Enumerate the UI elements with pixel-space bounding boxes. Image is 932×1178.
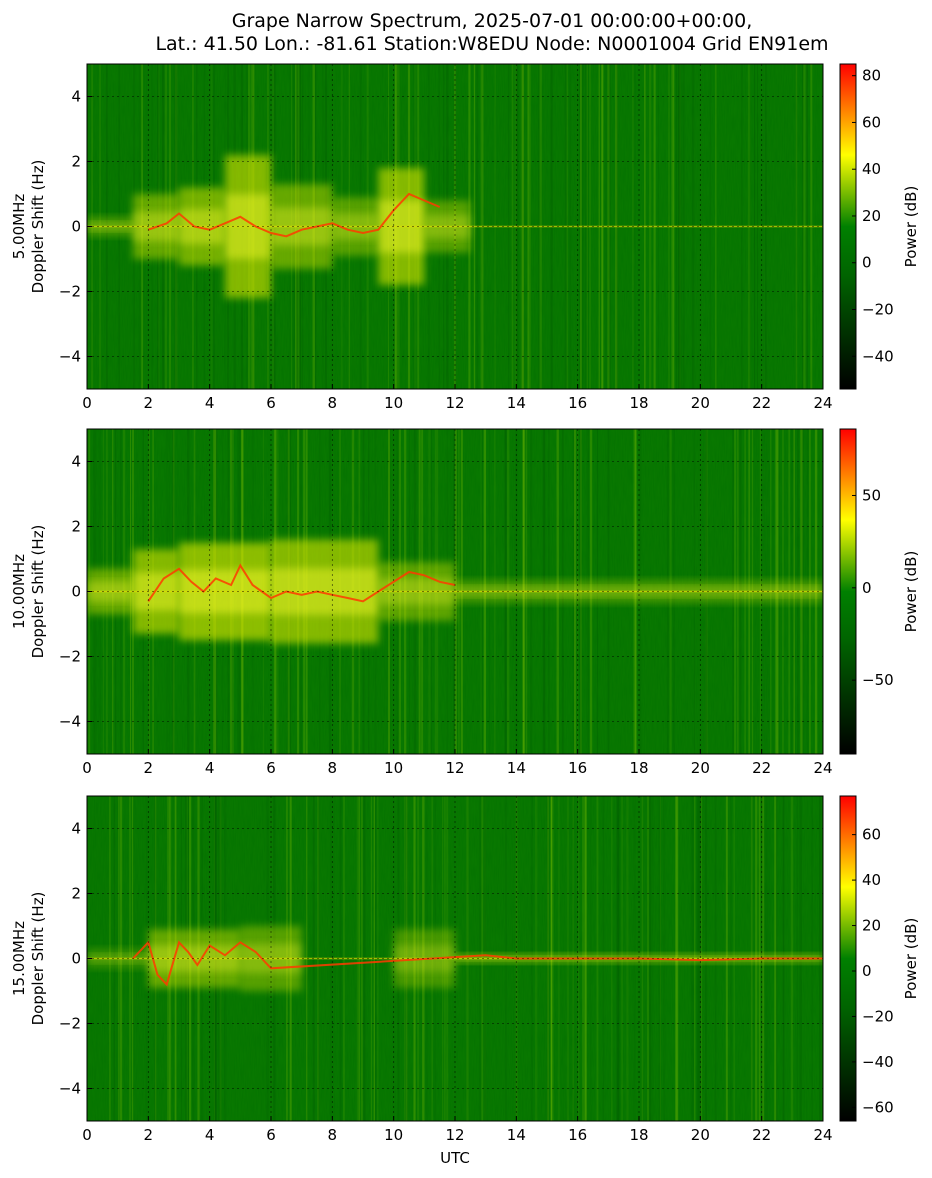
colorbar-label: Power (dB)	[902, 918, 920, 1000]
y-axis-label: Doppler Shift (Hz)	[29, 525, 47, 659]
colorbar-tick-label: 40	[862, 160, 881, 178]
x-tick-label: 0	[82, 759, 92, 777]
x-tick-label: 22	[752, 759, 771, 777]
y-tick-label: −4	[59, 1080, 81, 1098]
colorbar	[839, 795, 857, 1122]
x-tick-label: 10	[384, 394, 403, 412]
x-tick-label: 0	[82, 1126, 92, 1144]
x-tick-label: 4	[205, 759, 215, 777]
y-tick-label: −4	[59, 713, 81, 731]
x-tick-label: 20	[691, 1126, 710, 1144]
colorbar-tick-label: 0	[862, 579, 872, 597]
y-tick-label: 0	[71, 218, 81, 236]
x-tick-label: 16	[568, 1126, 587, 1144]
colorbar-tick-label: 80	[862, 67, 881, 85]
x-tick-label: 2	[144, 759, 154, 777]
colorbar-tick-label: 20	[862, 207, 881, 225]
colorbar-tick-label: 0	[862, 254, 872, 272]
doppler-trace	[147, 192, 441, 238]
x-tick-label: 14	[507, 394, 526, 412]
y-tick-label: 0	[71, 583, 81, 601]
colorbar-tick-label: 60	[862, 826, 881, 844]
x-axis-label: UTC	[440, 1149, 470, 1167]
colorbar-tick-label: −50	[862, 671, 894, 689]
y-tick-label: −2	[59, 283, 81, 301]
x-tick-label: 24	[813, 1126, 832, 1144]
y-tick-label: 4	[71, 453, 81, 471]
x-tick-label: 12	[445, 1126, 464, 1144]
x-tick-label: 2	[144, 394, 154, 412]
x-tick-label: 20	[691, 394, 710, 412]
colorbar-tick-label: −20	[862, 1007, 894, 1025]
colorbar	[839, 428, 857, 755]
colorbar	[839, 63, 857, 390]
x-tick-label: 2	[144, 1126, 154, 1144]
x-tick-label: 12	[445, 759, 464, 777]
colorbar-label: Power (dB)	[902, 551, 920, 633]
colorbar-tick-label: 40	[862, 871, 881, 889]
figure-title-line-1: Grape Narrow Spectrum, 2025-07-01 00:00:…	[232, 10, 753, 32]
x-tick-label: 14	[507, 1126, 526, 1144]
x-tick-label: 22	[752, 1126, 771, 1144]
y-tick-label: −4	[59, 348, 81, 366]
x-tick-label: 18	[629, 759, 648, 777]
x-tick-label: 22	[752, 394, 771, 412]
doppler-trace	[147, 563, 456, 603]
colorbar-tick-label: 20	[862, 917, 881, 935]
y-tick-label: 2	[71, 153, 81, 171]
y-tick-label: 0	[71, 950, 81, 968]
y-axis-label: 5.00MHz	[10, 194, 28, 260]
x-tick-label: 6	[266, 759, 276, 777]
x-tick-label: 6	[266, 1126, 276, 1144]
x-tick-label: 14	[507, 759, 526, 777]
x-tick-label: 20	[691, 759, 710, 777]
y-tick-label: 2	[71, 518, 81, 536]
y-tick-label: 4	[71, 88, 81, 106]
x-tick-label: 8	[328, 394, 338, 412]
x-tick-label: 16	[568, 394, 587, 412]
y-tick-label: −2	[59, 1015, 81, 1033]
x-tick-label: 18	[629, 394, 648, 412]
colorbar-tick-label: −40	[862, 347, 894, 365]
y-axis-label: 10.00MHz	[10, 554, 28, 629]
y-axis-label: Doppler Shift (Hz)	[29, 160, 47, 294]
colorbar-tick-label: −40	[862, 1053, 894, 1071]
x-tick-label: 0	[82, 394, 92, 412]
colorbar-tick-label: −60	[862, 1098, 894, 1116]
colorbar-label: Power (dB)	[902, 186, 920, 268]
figure-title-line-2: Lat.: 41.50 Lon.: -81.61 Station:W8EDU N…	[155, 33, 828, 55]
x-tick-label: 8	[328, 1126, 338, 1144]
y-tick-label: −2	[59, 648, 81, 666]
y-axis-label: Doppler Shift (Hz)	[29, 892, 47, 1026]
y-tick-label: 2	[71, 885, 81, 903]
x-tick-label: 12	[445, 394, 464, 412]
x-tick-label: 24	[813, 759, 832, 777]
x-tick-label: 4	[205, 1126, 215, 1144]
colorbar-tick-label: 50	[862, 486, 881, 504]
x-tick-label: 6	[266, 394, 276, 412]
y-tick-label: 4	[71, 820, 81, 838]
x-tick-label: 18	[629, 1126, 648, 1144]
x-tick-label: 10	[384, 759, 403, 777]
x-tick-label: 4	[205, 394, 215, 412]
x-tick-label: 24	[813, 394, 832, 412]
x-tick-label: 10	[384, 1126, 403, 1144]
colorbar-tick-label: −20	[862, 301, 894, 319]
x-tick-label: 16	[568, 759, 587, 777]
y-axis-label: 15.00MHz	[10, 921, 28, 996]
colorbar-tick-label: 0	[862, 962, 872, 980]
x-tick-label: 8	[328, 759, 338, 777]
colorbar-tick-label: 60	[862, 113, 881, 131]
